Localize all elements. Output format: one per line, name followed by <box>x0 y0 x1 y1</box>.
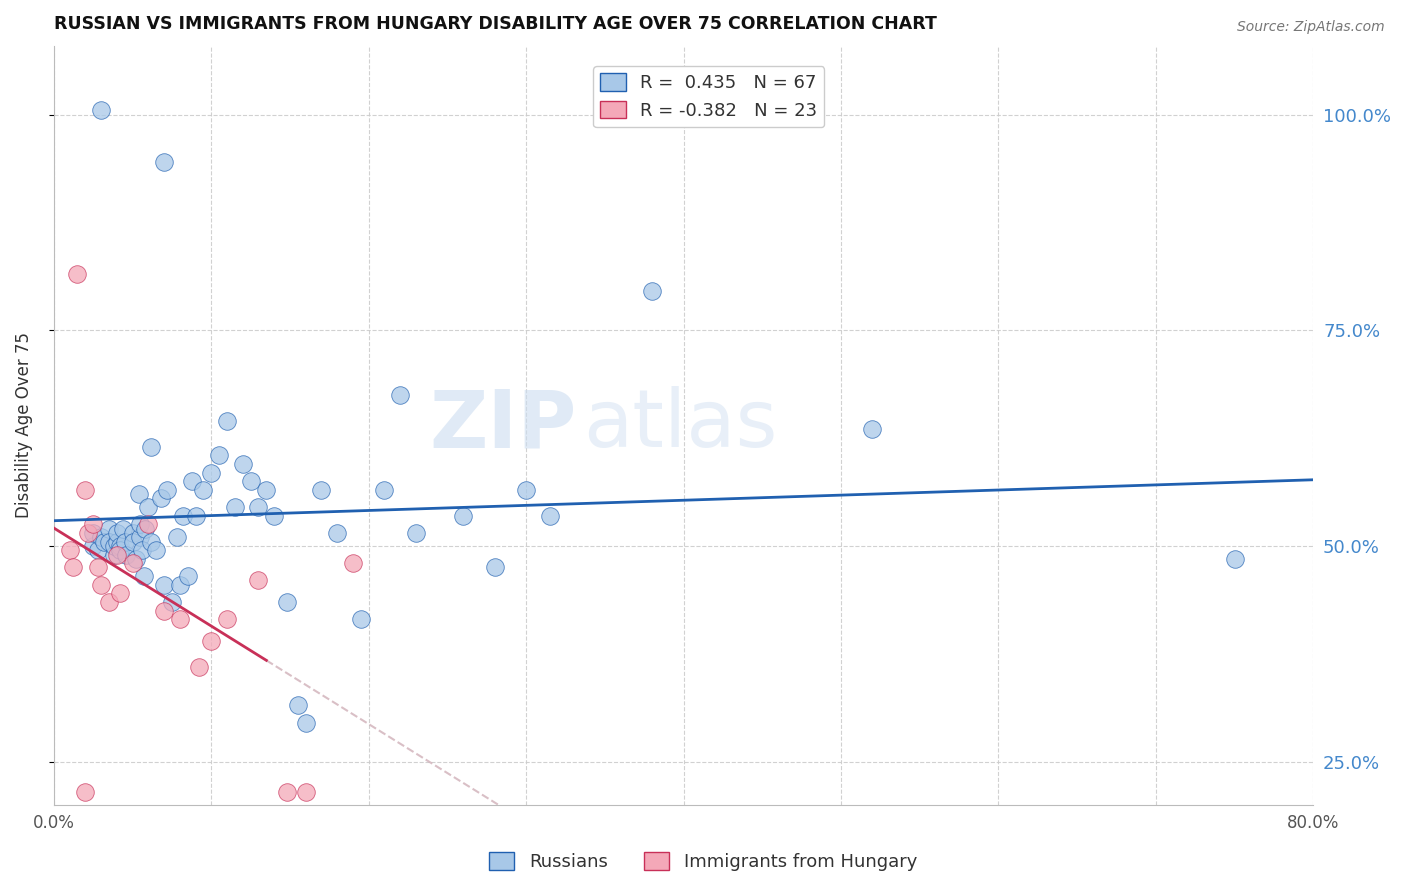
Point <box>105 534 128 549</box>
Text: atlas: atlas <box>583 386 778 464</box>
Point <box>128 487 150 501</box>
Point <box>75 785 97 799</box>
Point <box>484 560 506 574</box>
Point <box>169 612 191 626</box>
Point <box>112 522 135 536</box>
Point <box>176 569 198 583</box>
Point <box>121 526 143 541</box>
Point <box>129 530 152 544</box>
Point <box>263 508 285 523</box>
Point <box>114 534 136 549</box>
Point <box>153 604 176 618</box>
Point <box>181 475 204 489</box>
Point <box>294 785 316 799</box>
Point <box>373 483 395 497</box>
Point <box>121 556 143 570</box>
Point <box>156 483 179 497</box>
Point <box>342 556 364 570</box>
Point <box>103 539 125 553</box>
Point <box>200 633 222 648</box>
Point <box>129 517 152 532</box>
Point <box>87 543 110 558</box>
Point <box>276 595 298 609</box>
Point <box>311 483 333 497</box>
Point <box>239 475 262 489</box>
Point <box>166 530 188 544</box>
Point <box>103 548 125 562</box>
Point <box>641 285 664 299</box>
Point <box>82 526 104 541</box>
Point <box>232 457 254 471</box>
Point <box>294 715 316 730</box>
Point <box>90 103 112 118</box>
Point <box>172 508 194 523</box>
Point <box>121 534 143 549</box>
Point <box>108 586 131 600</box>
Point <box>153 578 176 592</box>
Point <box>134 522 156 536</box>
Point <box>187 659 209 673</box>
Point <box>287 698 309 713</box>
Point <box>538 508 561 523</box>
Point <box>193 483 215 497</box>
Point <box>115 548 138 562</box>
Point <box>141 534 163 549</box>
Point <box>184 508 207 523</box>
Legend: Russians, Immigrants from Hungary: Russians, Immigrants from Hungary <box>482 846 924 879</box>
Point <box>254 483 277 497</box>
Text: Source: ZipAtlas.com: Source: ZipAtlas.com <box>1237 20 1385 34</box>
Point <box>1223 552 1246 566</box>
Point <box>276 785 298 799</box>
Point <box>145 543 167 558</box>
Text: RUSSIAN VS IMMIGRANTS FROM HUNGARY DISABILITY AGE OVER 75 CORRELATION CHART: RUSSIAN VS IMMIGRANTS FROM HUNGARY DISAB… <box>53 15 936 33</box>
Point <box>247 500 270 515</box>
Y-axis label: Disability Age Over 75: Disability Age Over 75 <box>15 332 32 518</box>
Legend: R =  0.435   N = 67, R = -0.382   N = 23: R = 0.435 N = 67, R = -0.382 N = 23 <box>593 66 824 128</box>
Point <box>105 526 128 541</box>
Point <box>326 526 349 541</box>
Point <box>82 517 104 532</box>
Point <box>350 612 373 626</box>
Point <box>160 595 183 609</box>
Point <box>200 466 222 480</box>
Point <box>862 422 884 436</box>
Text: ZIP: ZIP <box>429 386 576 464</box>
Point <box>108 539 131 553</box>
Point <box>90 530 112 544</box>
Point <box>451 508 474 523</box>
Point <box>108 543 131 558</box>
Point <box>87 560 110 574</box>
Point <box>66 267 89 281</box>
Point <box>208 448 231 462</box>
Point <box>389 388 412 402</box>
Point <box>97 534 120 549</box>
Point <box>405 526 427 541</box>
Point <box>136 500 159 515</box>
Point <box>105 548 128 562</box>
Point <box>82 539 104 553</box>
Point <box>515 483 537 497</box>
Point <box>169 578 191 592</box>
Point <box>215 612 238 626</box>
Point <box>58 543 80 558</box>
Point <box>132 569 155 583</box>
Point <box>149 491 172 506</box>
Point <box>90 578 112 592</box>
Point <box>125 552 148 566</box>
Point <box>75 483 97 497</box>
Point <box>97 522 120 536</box>
Point <box>136 517 159 532</box>
Point <box>141 440 163 454</box>
Point <box>97 595 120 609</box>
Point <box>93 534 115 549</box>
Point <box>247 574 270 588</box>
Point <box>224 500 246 515</box>
Point <box>215 414 238 428</box>
Point <box>153 155 176 169</box>
Point <box>62 560 84 574</box>
Point <box>77 526 100 541</box>
Point <box>131 543 153 558</box>
